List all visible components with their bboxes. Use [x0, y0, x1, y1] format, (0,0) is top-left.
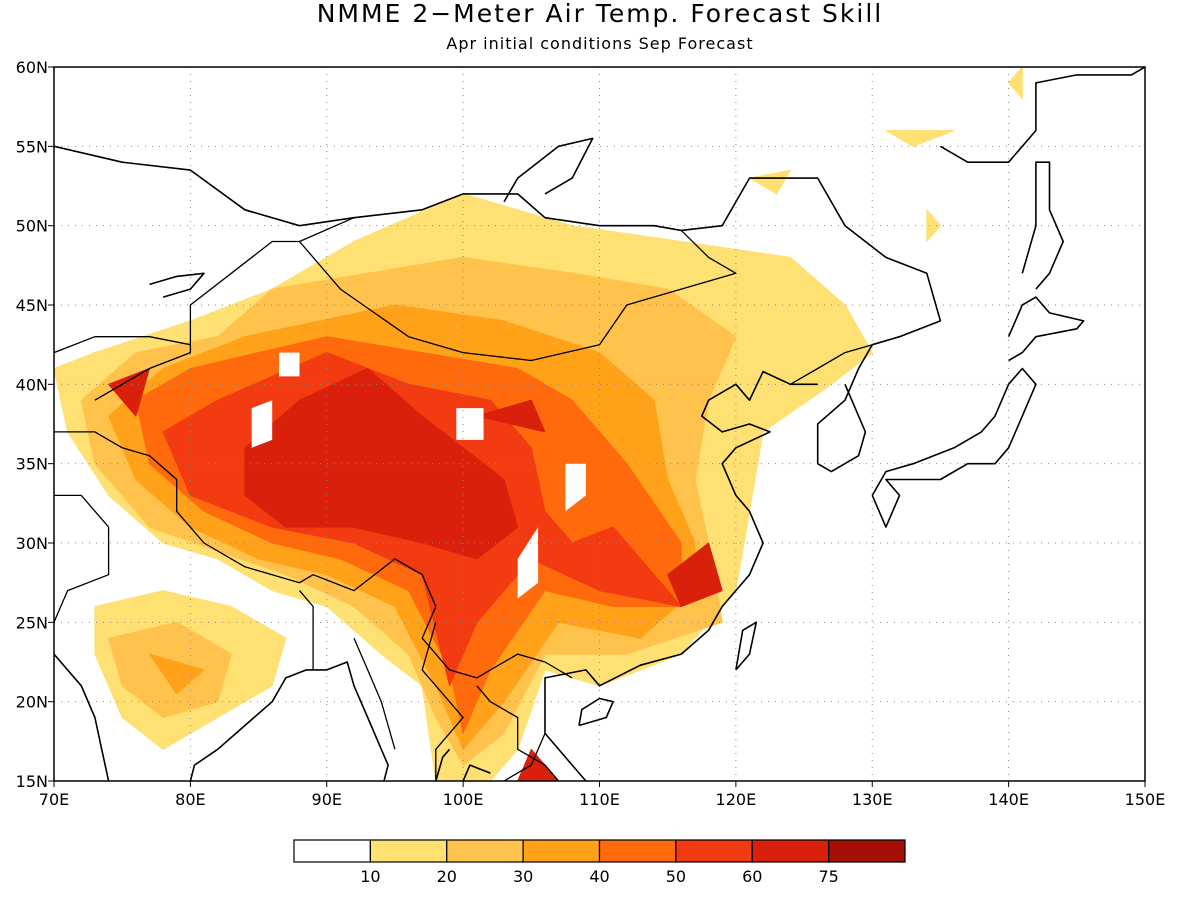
country-border — [299, 590, 314, 670]
country-border — [54, 431, 573, 679]
skill-region — [667, 542, 723, 607]
skill-region — [517, 748, 560, 781]
colorbar: 10 20 30 40 50 60 75 — [293, 839, 906, 886]
coastline — [435, 748, 451, 781]
coastline — [578, 697, 614, 727]
skill-region — [1008, 67, 1023, 100]
skill-fill-layer — [54, 67, 1023, 781]
lat-tick-label: 35N — [16, 455, 48, 474]
skill-region — [885, 130, 955, 147]
colorbar-label: 50 — [666, 867, 686, 886]
no-skill-area — [251, 400, 273, 448]
skill-region — [476, 399, 546, 433]
coastline — [189, 661, 389, 781]
colorbar-swatch — [369, 839, 448, 863]
colorbar-label: 10 — [360, 867, 380, 886]
country-border — [503, 733, 546, 781]
colorbar-swatch — [522, 839, 601, 863]
skill-region — [149, 653, 205, 695]
lat-tick-label: 45N — [16, 296, 48, 315]
lon-tick-label: 80E — [175, 790, 205, 809]
skill-region — [926, 209, 941, 242]
colorbar-label: 30 — [513, 867, 533, 886]
country-border — [421, 622, 464, 781]
map-subtitle: Apr initial conditions Sep Forecast — [446, 34, 754, 53]
coastline — [149, 272, 205, 298]
no-skill-area — [517, 527, 539, 599]
lon-tick-label: 150E — [1125, 790, 1166, 809]
colorbar-label: 75 — [818, 867, 838, 886]
lat-tick-label: 30N — [16, 534, 48, 553]
grid-layer — [54, 67, 1145, 781]
coastline — [462, 764, 491, 781]
country-border — [790, 344, 873, 385]
coastline — [503, 137, 594, 203]
colorbar-label: 40 — [589, 867, 609, 886]
country-border — [299, 217, 355, 243]
lat-tick-label: 20N — [16, 693, 48, 712]
latitude-labels: 15N 20N 25N 30N 35N 40N 45N 50N 55N 60N — [16, 58, 54, 791]
lat-tick-label: 15N — [16, 772, 48, 791]
country-border — [476, 685, 560, 781]
coastline — [939, 67, 1145, 163]
country-border — [94, 229, 737, 401]
coastline — [871, 367, 1037, 528]
lat-tick-label: 55N — [16, 137, 48, 156]
map-title: NMME 2−Meter Air Temp. Forecast Skill — [316, 0, 884, 28]
lon-tick-label: 110E — [579, 790, 620, 809]
skill-region — [244, 368, 519, 560]
lon-tick-label: 140E — [988, 790, 1029, 809]
coastline — [1021, 161, 1064, 290]
coastline — [544, 370, 818, 781]
colorbar-label: 20 — [437, 867, 457, 886]
colorbar-swatch — [828, 839, 906, 863]
colorbar-swatch — [675, 839, 753, 863]
lon-tick-label: 130E — [852, 790, 893, 809]
coastline — [735, 621, 758, 671]
colorbar-swatch — [293, 839, 371, 863]
longitude-labels: 70E 80E 90E 100E 110E 120E 130E 140E 150E — [39, 781, 1166, 809]
country-border — [54, 494, 110, 623]
skill-region — [749, 169, 791, 195]
lon-tick-label: 90E — [312, 790, 342, 809]
no-skill-area — [565, 463, 586, 512]
lat-tick-label: 60N — [16, 58, 48, 77]
colorbar-swatch — [446, 839, 524, 863]
colorbar-swatch — [751, 839, 830, 863]
country-border — [54, 336, 191, 354]
colorbar-label: 60 — [742, 867, 762, 886]
colorbar-swatch — [598, 839, 677, 863]
coastline — [1007, 296, 1085, 362]
lon-tick-label: 120E — [716, 790, 757, 809]
lat-tick-label: 40N — [16, 375, 48, 394]
no-skill-area — [279, 352, 300, 377]
country-border — [353, 637, 396, 750]
coastline — [54, 653, 110, 781]
lon-tick-label: 70E — [39, 790, 69, 809]
skill-region — [108, 368, 150, 417]
lat-tick-label: 25N — [16, 613, 48, 632]
coastline-layer — [54, 67, 1145, 781]
lon-tick-label: 100E — [443, 790, 484, 809]
no-skill-area — [456, 408, 484, 440]
lat-tick-label: 50N — [16, 217, 48, 236]
